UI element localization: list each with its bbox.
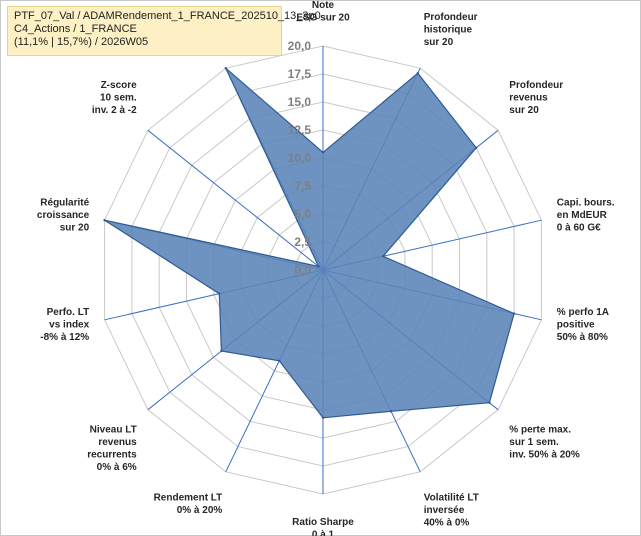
data-point bbox=[321, 151, 325, 154]
tick-label: 10,0 bbox=[288, 151, 312, 165]
axis-label: Ratio Sharpe 0 à 1 bbox=[292, 517, 354, 536]
data-point bbox=[321, 416, 325, 419]
data-point bbox=[218, 292, 221, 295]
portfolio-title: PTF_07_Val / ADAMRendement_1_FRANCE_2025… bbox=[14, 10, 321, 22]
tick-label: 12,5 bbox=[288, 123, 312, 137]
portfolio-header: PTF_07_Val / ADAMRendement_1_FRANCE_2025… bbox=[7, 6, 321, 56]
tick-label: 7,5 bbox=[294, 179, 311, 193]
axis-label: Rendement LT 0% à 20% bbox=[154, 493, 223, 516]
axis-label: Z-score 10 sem. inv. 2 à -2 bbox=[92, 80, 137, 116]
axis-label: Profondeur revenus sur 20 bbox=[509, 80, 563, 116]
portfolio-stats: (11,1% | 15,7%) / 2026W05 bbox=[14, 36, 149, 48]
axis-label: Profondeur historique sur 20 bbox=[424, 12, 478, 48]
data-point bbox=[475, 146, 478, 149]
data-point bbox=[317, 265, 320, 268]
axis-label: Perfo. LT vs index -8% à 12% bbox=[40, 307, 89, 343]
data-point bbox=[389, 410, 393, 413]
data-point bbox=[224, 67, 227, 70]
tick-label: 0,0 bbox=[294, 263, 311, 277]
tick-label: 5,0 bbox=[294, 207, 311, 221]
axis-label: % perte max. sur 1 sem. inv. 50% à 20% bbox=[509, 424, 580, 460]
axis-label: Niveau LT revenus recurrents 0% à 6% bbox=[87, 424, 137, 473]
data-point bbox=[512, 312, 516, 315]
axis-label: Capi. bours. en MdEUR 0 à 60 G€ bbox=[557, 198, 615, 234]
data-point bbox=[488, 401, 491, 404]
data-point bbox=[278, 359, 281, 362]
data-point bbox=[381, 255, 385, 258]
axis-spoke bbox=[147, 129, 324, 271]
tick-label: 2,5 bbox=[294, 235, 311, 249]
axis-label: % perfo 1A positive 50% à 80% bbox=[557, 307, 609, 343]
data-point bbox=[220, 349, 223, 353]
portfolio-category: C4_Actions / 1_FRANCE bbox=[14, 23, 137, 35]
data-point bbox=[416, 72, 419, 75]
tick-label: 15,0 bbox=[288, 95, 312, 109]
radial-tick-labels: 0,0 2,5 5,0 7,5 10,0 12,5 15,0 17,5 20,0 bbox=[288, 39, 312, 277]
axis-label: Note ESG sur 20 bbox=[296, 0, 350, 24]
tick-label: 20,0 bbox=[288, 39, 312, 53]
radar-series bbox=[103, 67, 516, 419]
tick-label: 17,5 bbox=[288, 67, 312, 81]
data-point bbox=[103, 219, 106, 222]
axis-label: Volatilité LT inversée 40% à 0% bbox=[424, 493, 479, 529]
axis-label: Régularité croissance sur 20 bbox=[37, 198, 90, 234]
